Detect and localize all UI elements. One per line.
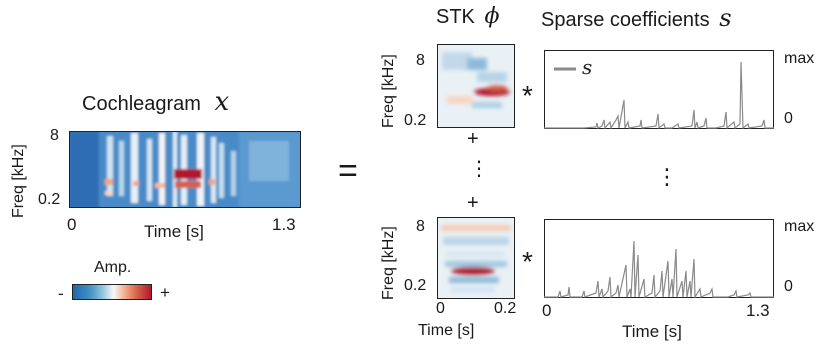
equals-sign: = [338, 152, 358, 190]
colorbar-min-label: - [58, 284, 64, 303]
sparse-top-panel: s [544, 50, 774, 129]
sparse-legend-label: s [582, 55, 592, 79]
cochleagram-xlabel: Time [s] [144, 222, 204, 241]
cochleagram-xtick-left: 0 [67, 215, 77, 234]
stk-title-text: STK [436, 6, 475, 28]
sparse-bottom-ytick-zero: 0 [784, 278, 793, 295]
sparse-xtick-right: 1.3 [746, 301, 770, 320]
sparse-top-ytick-zero: 0 [784, 110, 793, 127]
sparse-top-ytick-max: max [784, 50, 815, 67]
sparse-title-text: Sparse coefficients [541, 9, 710, 31]
convolve-top: * [522, 80, 533, 111]
stk-bottom-ytick-bottom: 0.2 [404, 277, 427, 294]
stk-top-ytick-bottom: 0.2 [404, 112, 427, 129]
colorbar-max-label: + [160, 283, 170, 302]
stk-top-ytick-top: 8 [416, 52, 425, 69]
sparse-symbol: s [719, 4, 732, 32]
sparse-xlabel: Time [s] [622, 322, 682, 341]
stk-bottom-ylabel: Freq [kHz] [380, 226, 397, 300]
sparse-bottom-panel [544, 219, 774, 298]
cochleagram-symbol: x [214, 87, 230, 117]
stk-xtick-left: 0 [436, 300, 445, 317]
sparse-top-trace [544, 61, 774, 129]
stk-title: STK ϕ [436, 4, 499, 29]
sparse-title: Sparse coefficients s [541, 4, 732, 32]
cochleagram-title-text: Cochleagram [82, 93, 201, 115]
cochleagram-ytick-top: 8 [50, 127, 59, 144]
cochleagram-title: Cochleagram x [82, 87, 229, 117]
stk-xtick-right: 0.2 [494, 300, 517, 317]
convolve-bottom: * [522, 246, 533, 277]
stk-bottom-ytick-top: 8 [416, 218, 425, 235]
stk-vdots: ⋮ [469, 158, 489, 180]
sparse-vdots: ⋮ [656, 164, 678, 189]
stk-top-image [437, 44, 515, 128]
stk-symbol: ϕ [484, 4, 500, 29]
sparse-xtick-left: 0 [542, 301, 552, 320]
cochleagram-ytick-bottom: 0.2 [38, 191, 61, 208]
stk-top-ylabel: Freq [kHz] [380, 54, 397, 128]
cochleagram-xtick-right: 1.3 [272, 215, 296, 234]
cochleagram-ylabel: Freq [kHz] [10, 144, 27, 218]
plus-top: + [467, 128, 479, 150]
stk-xlabel: Time [s] [418, 322, 475, 339]
colorbar-label: Amp. [94, 259, 132, 276]
sparse-bottom-ytick-max: max [784, 218, 815, 235]
cochleagram-image [69, 131, 301, 208]
plus-bottom: + [467, 192, 479, 214]
sparse-bottom-trace [544, 240, 774, 298]
colorbar [72, 284, 152, 300]
stk-bottom-image [437, 217, 515, 299]
